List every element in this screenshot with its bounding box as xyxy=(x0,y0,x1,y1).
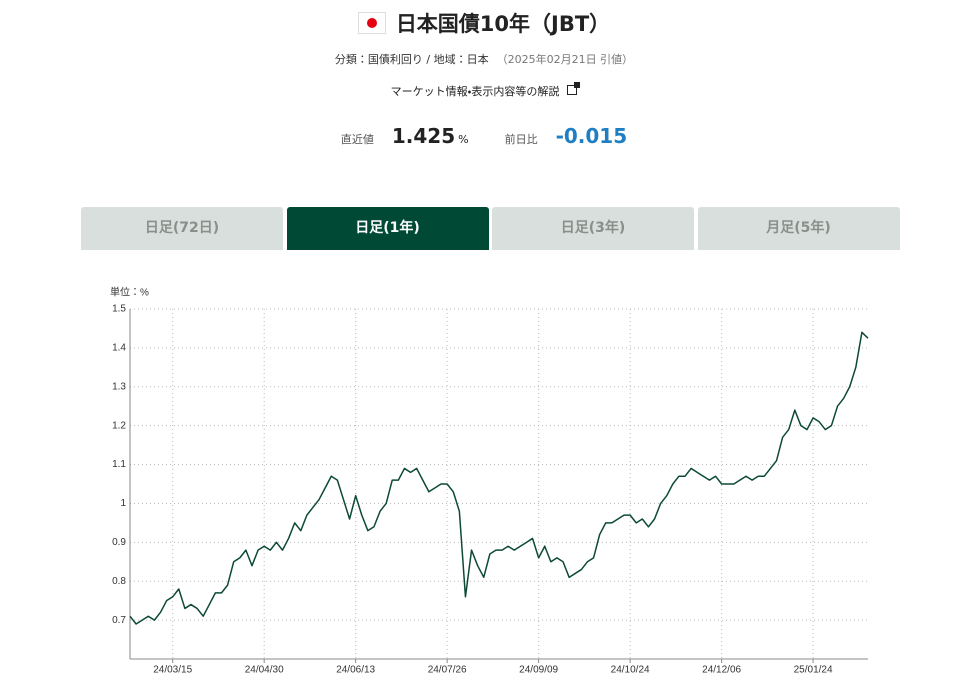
change-value: -0.015 xyxy=(555,124,628,148)
tab[interactable]: 月足(5年) xyxy=(697,207,900,250)
x-tick-label: 24/04/30 xyxy=(245,665,284,676)
link-text[interactable]: マーケット情報・表示内容等の解説 xyxy=(390,85,560,98)
y-tick-label: 1 xyxy=(120,498,126,509)
x-tick-label: 25/01/24 xyxy=(794,665,833,676)
subtitle: 分類：国債利回り / 地域：日本 （2025年02月21日 引値） xyxy=(0,51,968,67)
latest-value: 1.425 xyxy=(391,124,456,148)
y-tick-label: 1.4 xyxy=(112,343,126,354)
y-tick-label: 1.3 xyxy=(112,381,126,392)
y-tick-label: 0.7 xyxy=(112,615,126,626)
x-tick-label: 24/06/13 xyxy=(336,665,375,676)
y-tick-label: 1.2 xyxy=(112,420,126,431)
x-tick-label: 24/12/06 xyxy=(702,665,741,676)
info-link[interactable]: マーケット情報・表示内容等の解説 xyxy=(0,82,968,99)
unit-label: 単位：% xyxy=(110,286,149,299)
latest-label: 直近値 xyxy=(340,133,374,146)
x-tick-label: 24/09/09 xyxy=(519,665,558,676)
price-line xyxy=(129,331,869,625)
external-icon xyxy=(567,82,581,95)
change-label: 前日比 xyxy=(504,133,538,146)
title-text: 日本国債10年（JBT） xyxy=(395,12,611,36)
y-tick-label: 1.5 xyxy=(112,304,126,315)
title: 日本国債10年（JBT） xyxy=(0,8,968,38)
y-tick-label: 0.8 xyxy=(112,576,126,587)
chart: 単位：% 0.7 0.8 0.9 1 1.1 1.2 1.3 1.4 1.5 24/03/15 24… xyxy=(110,286,869,676)
category: 分類：国債利回り / 地域：日本 xyxy=(334,53,489,66)
quote: 直近値 1.425% 前日比 -0.015 xyxy=(0,124,968,148)
x-tick-label: 24/10/24 xyxy=(611,665,650,676)
date: （2025年02月21日 引値） xyxy=(496,53,634,66)
x-tick-label: 24/03/15 xyxy=(153,665,192,676)
flag-icon xyxy=(357,12,386,34)
latest-unit: % xyxy=(458,133,469,146)
tab[interactable]: 日足(72日) xyxy=(81,207,283,250)
y-tick-label: 0.9 xyxy=(112,537,126,548)
y-tick-label: 1.1 xyxy=(112,459,126,470)
x-tick-label: 24/07/26 xyxy=(428,665,467,676)
tab[interactable]: 日足(1年) xyxy=(286,207,489,250)
tab[interactable]: 日足(3年) xyxy=(492,207,694,250)
